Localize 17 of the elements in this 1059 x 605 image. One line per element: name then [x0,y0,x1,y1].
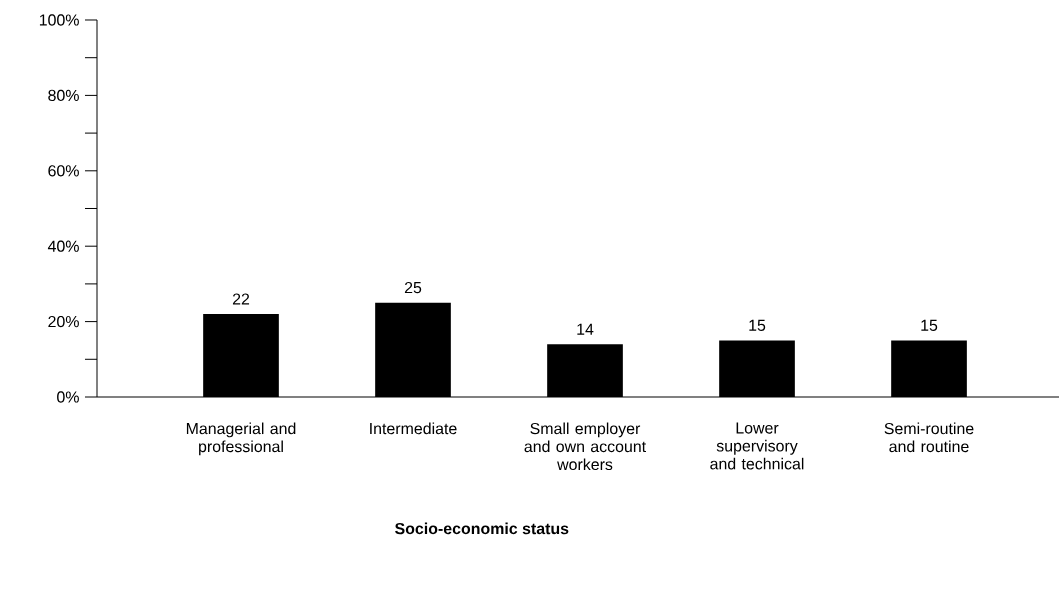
x-tick-label: Small employer and own account workers [524,422,646,471]
y-tick-label: 100% [39,14,79,26]
x-tick-label: Lower supervisory and technical [710,422,804,470]
data-label: 25 [404,281,422,294]
y-tick-label: 0% [57,391,79,403]
y-tick-label: 20% [48,315,79,328]
x-tick-label: Intermediate [370,422,457,435]
y-tick-label: 80% [48,89,79,102]
y-tick-label: 60% [48,165,79,177]
data-label: 15 [749,319,766,331]
data-label: 15 [921,319,938,331]
x-tick-label: Managerial and professional [186,422,296,456]
y-tick-label: 40% [47,240,79,252]
x-tick-label: Semi-routine and routine [884,422,974,453]
data-label: 22 [232,293,250,305]
data-label: 14 [577,323,594,335]
x-axis-title: Socio-economic status [395,522,569,535]
